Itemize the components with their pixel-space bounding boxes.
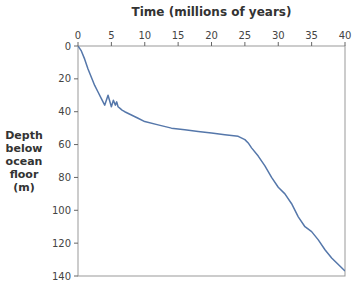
y-tick: [74, 276, 78, 277]
y-axis-label-line: ocean: [6, 155, 43, 168]
plot-area: [78, 46, 345, 271]
y-tick-label: 80: [58, 172, 71, 183]
y-axis-label-line: (m): [13, 181, 35, 194]
axes: 0 5 10 15 20 25 30 35 40 0 20 40 60 80 100 120 140: [52, 30, 351, 282]
y-tick: [74, 111, 78, 112]
y-axis-label-line: floor: [10, 168, 39, 181]
x-tick: [111, 42, 112, 46]
y-tick-label: 60: [58, 139, 71, 150]
x-tick-label: 5: [108, 30, 114, 41]
y-axis-label-line: Depth: [5, 129, 43, 142]
x-tick-label: 40: [339, 30, 352, 41]
x-tick-label: 20: [205, 30, 218, 41]
y-tick-label: 20: [58, 73, 71, 84]
y-axis-label: Depthbelowoceanfloor(m): [5, 129, 43, 194]
x-tick: [211, 42, 212, 46]
x-tick: [178, 42, 179, 46]
x-tick-label: 25: [239, 30, 252, 41]
y-tick: [74, 210, 78, 211]
x-tick: [278, 42, 279, 46]
y-tick: [74, 144, 78, 145]
y-tick: [74, 78, 78, 79]
x-tick-label: 30: [272, 30, 285, 41]
chart: 0 5 10 15 20 25 30 35 40 0 20 40 60 80 100 120 140 Time (…: [0, 0, 357, 286]
y-tick: [74, 243, 78, 244]
y-tick-label: 140: [52, 271, 71, 282]
x-tick: [78, 42, 79, 46]
curve: [78, 46, 345, 271]
x-tick: [345, 42, 346, 46]
x-tick-label: 0: [75, 30, 81, 41]
y-tick: [74, 46, 78, 47]
x-tick: [144, 42, 145, 46]
y-axis-label-line: below: [6, 142, 43, 155]
x-axis-label: Time (millions of years): [132, 5, 292, 19]
x-tick-label: 10: [138, 30, 151, 41]
plot-frame: [78, 46, 345, 276]
x-tick-label: 15: [172, 30, 185, 41]
x-tick: [311, 42, 312, 46]
x-tick-label: 35: [305, 30, 318, 41]
y-tick-label: 120: [52, 238, 71, 249]
x-tick: [244, 42, 245, 46]
y-tick-label: 0: [65, 41, 71, 52]
y-tick-label: 100: [52, 205, 71, 216]
y-tick-label: 40: [58, 106, 71, 117]
y-tick: [74, 177, 78, 178]
